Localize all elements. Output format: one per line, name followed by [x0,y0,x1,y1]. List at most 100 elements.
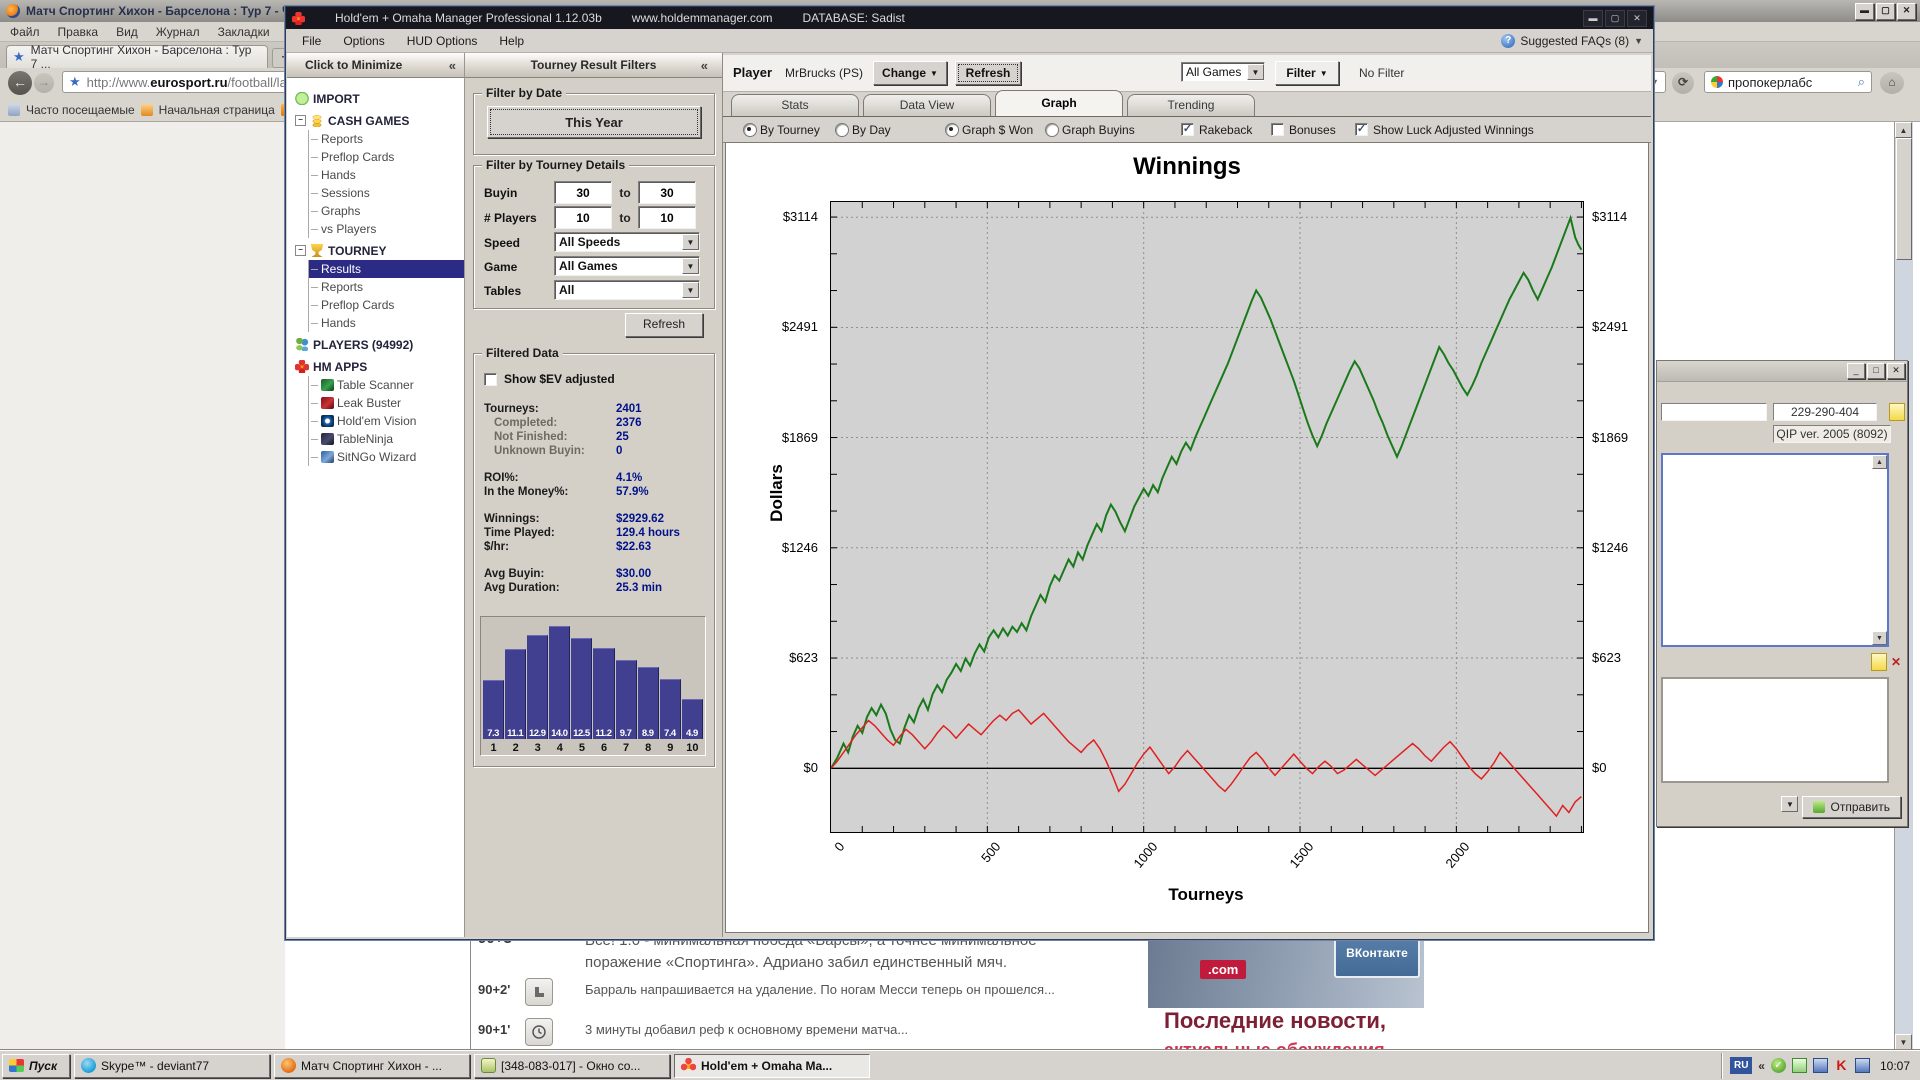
qip-note-icon[interactable] [1870,653,1887,671]
start-button[interactable]: Пуск [2,1053,70,1078]
sidebar-group-import[interactable]: IMPORT [295,89,464,108]
sidebar-item-graphs[interactable]: Graphs [309,202,464,220]
taskbar-button-hold-em-omaha-ma[interactable]: Hold'em + Omaha Ma... [674,1053,870,1078]
tab-graph[interactable]: Graph [995,90,1123,116]
filter-panel-header[interactable]: Tourney Result Filters « [465,53,722,78]
scrollbar-thumb[interactable] [1896,138,1912,260]
hm-minimize-button[interactable]: ▬ [1583,9,1603,27]
news-headline[interactable]: Последние новости, [1164,1008,1386,1033]
search-magnifier-icon[interactable]: ⌕ [1857,74,1865,89]
change-player-button[interactable]: Change ▼ [873,61,947,85]
menu-item-options[interactable]: Options [343,33,385,48]
sidebar-item-results[interactable]: Results [309,260,464,278]
mail-icon[interactable] [1791,1058,1807,1073]
sidebar-item-leak-buster[interactable]: Leak Buster [309,394,464,412]
sidebar-group-players-94992[interactable]: PLAYERS (94992) [295,335,464,354]
qip-scroll-down[interactable]: ▼ [1872,631,1887,645]
maximize-button[interactable]: ▢ [1876,3,1895,20]
hm-close-button[interactable]: ✕ [1627,9,1647,27]
players-from-input[interactable] [554,206,612,229]
sidebar-item-tableninja[interactable]: TableNinja [309,430,464,448]
sidebar-item-table-scanner[interactable]: Table Scanner [309,376,464,394]
all-games-select[interactable]: All Games ▼ [1181,62,1265,82]
refresh-button[interactable]: Refresh [955,61,1021,85]
game-select[interactable]: All Games ▼ [554,256,700,276]
bookmark-item[interactable]: Начальная страница [158,102,275,117]
sidebar-item-preflop-cards[interactable]: Preflop Cards [309,148,464,166]
qip-info-icon[interactable] [1889,403,1905,421]
bookmark-star-icon[interactable]: ★ [69,74,81,89]
sidebar-item-vs-players[interactable]: vs Players [309,220,464,238]
taskbar-button-[interactable]: Матч Спортинг Хихон - ... [274,1053,470,1078]
tab-stats[interactable]: Stats [731,94,859,116]
kaspersky-icon[interactable]: K [1836,1057,1847,1073]
filter-collapse-chevron-icon[interactable]: « [700,57,708,73]
this-year-button[interactable]: This Year [487,106,701,138]
filter-button[interactable]: Filter ▼ [1275,61,1339,85]
sidebar-group-tourney[interactable]: − TOURNEY [295,241,464,260]
radio-graph-won[interactable] [945,123,959,137]
dropdown-arrow-icon[interactable]: ▼ [682,282,699,298]
radio-graph-buyins[interactable] [1045,123,1059,137]
tables-select[interactable]: All ▼ [554,280,700,300]
suggested-faqs[interactable]: ? Suggested FAQs (8) ▼ [1501,33,1653,48]
clock-icon[interactable] [525,1018,553,1046]
tray-collapse-icon[interactable]: « [1758,1058,1765,1073]
sidebar-item-preflop-cards[interactable]: Preflop Cards [309,296,464,314]
network-icon[interactable] [1812,1058,1828,1073]
tab-trending[interactable]: Trending [1127,94,1255,116]
shield-icon[interactable]: ✓ [1770,1058,1786,1073]
qip-send-options-arrow[interactable]: ▼ [1781,796,1799,812]
language-indicator[interactable]: RU [1730,1057,1753,1074]
qip-maximize-button[interactable]: □ [1867,363,1885,379]
sidebar-item-reports[interactable]: Reports [309,130,464,148]
dropdown-arrow-icon[interactable]: ▼ [682,258,699,274]
buyin-from-input[interactable] [554,181,612,204]
url-dropdown-icon[interactable]: ▼ [1650,77,1659,87]
qip-scroll-up[interactable]: ▲ [1872,455,1887,469]
qip-close-button[interactable]: ✕ [1887,363,1905,379]
taskbar-button-skype-deviant77[interactable]: Skype™ - deviant77 [74,1053,270,1078]
sidebar-item-hands[interactable]: Hands [309,314,464,332]
sidebar-item-hold-em-vision[interactable]: Hold'em Vision [309,412,464,430]
sidebar-item-sessions[interactable]: Sessions [309,184,464,202]
reload-button[interactable]: ⟳ [1672,72,1694,94]
checkbox-rakeback[interactable]: ✓ [1181,123,1194,136]
qip-minimize-button[interactable]: _ [1847,363,1865,379]
qip-uin-field[interactable]: 229-290-404 [1773,403,1877,421]
checkbox-bonuses[interactable] [1271,123,1284,136]
players-to-input[interactable] [638,206,696,229]
sidebar-item-sitngo-wizard[interactable]: SitNGo Wizard [309,448,464,466]
buyin-to-input[interactable] [638,181,696,204]
menu-item-[interactable]: Закладки [217,24,270,39]
sidebar-group-cash-games[interactable]: − CASH GAMES [295,111,464,130]
menu-item-[interactable]: Правка [57,24,99,39]
dropdown-arrow-icon[interactable]: ▼ [682,234,699,250]
firefox-tab[interactable]: ★ Матч Спортинг Хихон - Барселона : Тур … [6,43,268,71]
forward-button[interactable]: → [34,73,54,93]
sidebar-item-hands[interactable]: Hands [309,166,464,184]
qip-input-area[interactable] [1661,677,1889,783]
speed-select[interactable]: All Speeds ▼ [554,232,700,252]
collapse-box-icon[interactable]: − [295,115,306,126]
menu-item-file[interactable]: File [302,33,322,48]
search-box[interactable]: пропокерлабс ⌕ [1704,71,1872,93]
network-icon[interactable] [1854,1058,1870,1073]
minimize-button[interactable]: ▬ [1855,3,1874,20]
radio-by-day[interactable] [835,123,849,137]
menu-item-hud-options[interactable]: HUD Options [406,33,478,48]
dropdown-arrow-icon[interactable]: ▼ [1247,64,1264,80]
tab-data-view[interactable]: Data View [863,94,991,116]
back-button[interactable]: ← [8,71,32,95]
qip-field-empty[interactable] [1661,403,1767,421]
close-button[interactable]: ✕ [1897,3,1916,20]
checkbox-show-luck-adjusted-winnings[interactable]: ✓ [1355,123,1368,136]
bookmark-item[interactable]: Часто посещаемые [26,102,135,117]
sidebar-item-reports[interactable]: Reports [309,278,464,296]
collapse-box-icon[interactable]: − [295,245,306,256]
qip-message-history[interactable]: ▲ ▼ [1661,453,1889,647]
taskbar-button-348-083-017[interactable]: [348-083-017] - Окно со... [474,1053,670,1078]
sidebar-group-hm-apps[interactable]: HM APPS [295,357,464,376]
boot-icon[interactable] [525,978,553,1006]
menu-item-[interactable]: Файл [10,24,40,39]
